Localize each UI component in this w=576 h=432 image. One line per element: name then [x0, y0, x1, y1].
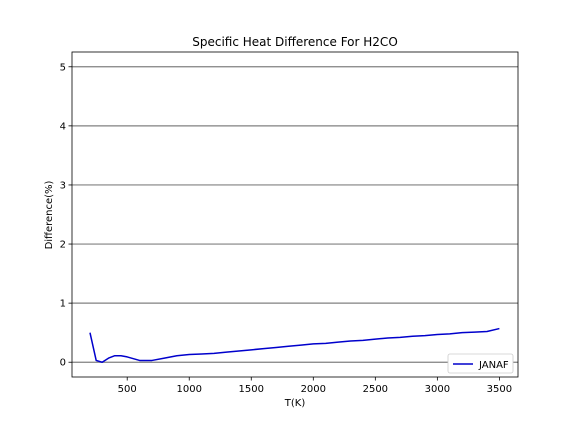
- y-tick-label: 1: [60, 299, 66, 310]
- x-tick-label: 3500: [487, 384, 512, 395]
- series-line-janaf: [89, 327, 500, 363]
- x-tick-label: 3000: [425, 384, 450, 395]
- x-tick-label: 500: [118, 384, 137, 395]
- x-axis-label: T(K): [284, 398, 306, 409]
- legend-label-janaf: JANAF: [478, 360, 509, 371]
- x-tick-label: 2000: [301, 384, 326, 395]
- y-tick-label: 3: [60, 180, 66, 191]
- plot-area-frame: [71, 51, 519, 378]
- x-tick-label: 1500: [239, 384, 264, 395]
- y-tick-label: 0: [60, 358, 66, 369]
- legend-box: [447, 353, 514, 374]
- series-layer: [89, 327, 500, 363]
- chart-title: Specific Heat Difference For H2CO: [192, 35, 398, 49]
- x-tick-label: 1000: [177, 384, 202, 395]
- y-axis-ticks: 0 1 2 3 4 5: [60, 62, 72, 369]
- x-axis-ticks: 500 1000 1500 2000 2500 3000 3500: [118, 377, 512, 395]
- y-tick-label: 2: [60, 240, 66, 251]
- legend: JANAF: [447, 353, 514, 374]
- y-tick-label: 4: [60, 121, 66, 132]
- y-axis-label: Difference(%): [44, 180, 55, 249]
- x-tick-label: 2500: [363, 384, 388, 395]
- grid-lines: [72, 66, 518, 363]
- y-tick-label: 5: [60, 62, 66, 73]
